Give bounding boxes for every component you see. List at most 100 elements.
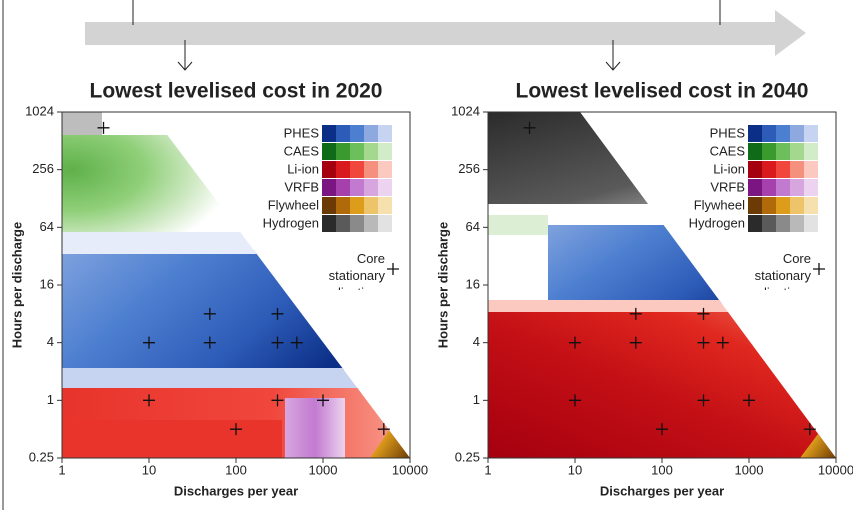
chart-title: Lowest levelised cost in 2020 [90, 80, 383, 103]
legend-swatch [804, 197, 818, 214]
legend-swatch [776, 143, 790, 160]
legend-swatch [350, 125, 364, 142]
y-tick-label: 16 [466, 276, 480, 291]
point [716, 336, 729, 349]
legend-swatch [322, 125, 336, 142]
legend-swatch [350, 143, 364, 160]
legend-label: CAES [710, 143, 746, 158]
legend-swatch [336, 197, 350, 214]
y-tick-label: 0.25 [455, 449, 480, 464]
point [271, 336, 284, 349]
y-tick-label: 64 [466, 219, 480, 234]
legend-swatch [804, 215, 818, 232]
x-tick-label: 100 [651, 462, 673, 477]
legend-swatch [336, 215, 350, 232]
legend-swatch [378, 125, 392, 142]
legend-label: Flywheel [694, 197, 745, 212]
point [271, 394, 284, 407]
point [523, 121, 536, 134]
point [697, 394, 710, 407]
x-tick-label: 10000 [392, 462, 428, 477]
legend-swatch [790, 215, 804, 232]
x-axis-label: Discharges per year [174, 483, 298, 498]
legend-swatch [762, 161, 776, 178]
legend-swatch [762, 143, 776, 160]
x-axis-label: Discharges per year [600, 483, 724, 498]
point [743, 394, 755, 407]
legend-swatch [336, 143, 350, 160]
point [317, 394, 329, 407]
legend-swatch [350, 161, 364, 178]
pointer-arrow [605, 40, 621, 71]
legend-label: PHES [284, 125, 320, 140]
legend-label: CAES [284, 143, 320, 158]
legend-swatch [350, 197, 364, 214]
y-tick-label: 256 [458, 161, 480, 176]
legend-swatch [790, 143, 804, 160]
point [203, 307, 216, 320]
legend-swatch [364, 179, 378, 196]
legend-swatch [776, 125, 790, 142]
x-tick-label: 1000 [309, 462, 338, 477]
annotation-text: Core stationary applications [742, 251, 811, 290]
legend-label: VRFB [710, 179, 745, 194]
y-tick-label: 4 [47, 334, 54, 349]
x-tick-label: 10 [142, 462, 156, 477]
point [569, 336, 581, 349]
y-tick-label: 1024 [25, 103, 54, 118]
legend-swatch [748, 179, 762, 196]
legend-swatch [322, 161, 336, 178]
x-tick-label: 1 [484, 462, 491, 477]
legend-swatch [336, 179, 350, 196]
legend-label: Li-ion [287, 161, 319, 176]
point [569, 394, 581, 407]
point [143, 336, 155, 349]
point [230, 423, 242, 436]
annotation-text: Core stationary applications [316, 251, 385, 290]
legend-swatch [762, 197, 776, 214]
point [290, 336, 303, 349]
legend-swatch [350, 179, 364, 196]
legend-swatch [776, 197, 790, 214]
legend-swatch [748, 197, 762, 214]
legend-label: PHES [710, 125, 746, 140]
y-tick-label: 256 [32, 161, 54, 176]
legend-swatch [762, 215, 776, 232]
legend-swatch [336, 161, 350, 178]
legend-swatch [776, 161, 790, 178]
y-axis-label: Hours per discharge [435, 222, 450, 348]
legend-swatch [336, 125, 350, 142]
point [203, 336, 216, 349]
timeline-arrow [85, 10, 806, 56]
y-axis-label: Hours per discharge [9, 222, 24, 348]
legend-swatch [350, 215, 364, 232]
y-tick-label: 1024 [451, 103, 480, 118]
legend-swatch [378, 161, 392, 178]
legend-label: VRFB [284, 179, 319, 194]
x-tick-label: 1 [58, 462, 65, 477]
legend-swatch [364, 125, 378, 142]
pointer-arrow [177, 40, 193, 71]
legend-swatch [790, 179, 804, 196]
legend-swatch [378, 215, 392, 232]
x-tick-label: 10000 [818, 462, 853, 477]
legend-swatch [776, 179, 790, 196]
legend-swatch [378, 143, 392, 160]
legend-swatch [762, 125, 776, 142]
x-tick-label: 1000 [735, 462, 764, 477]
annotation: Core stationary applications [316, 251, 385, 290]
y-tick-label: 1 [47, 392, 54, 407]
annotation: Core stationary applications [742, 251, 811, 290]
legend-swatch [322, 143, 336, 160]
point [656, 423, 668, 436]
annotation-marker [813, 263, 825, 275]
legend-swatch [748, 161, 762, 178]
legend-swatch [378, 179, 392, 196]
legend-swatch [322, 197, 336, 214]
legend-swatch [762, 179, 776, 196]
legend-swatch [748, 215, 762, 232]
legend-swatch [378, 197, 392, 214]
legend-swatch [776, 215, 790, 232]
legend-label: Flywheel [268, 197, 319, 212]
